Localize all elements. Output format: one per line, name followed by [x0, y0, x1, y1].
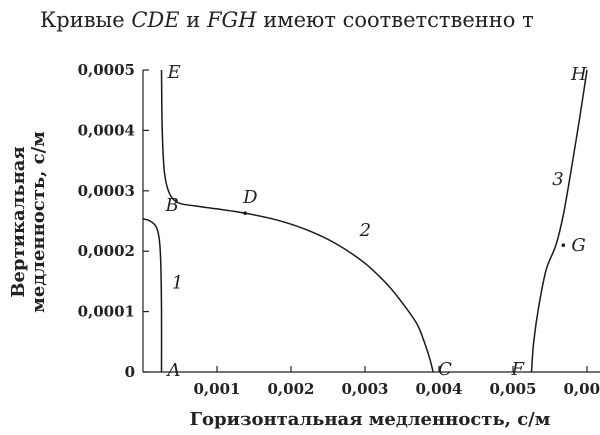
- y-tick-label: 0,0001: [78, 303, 135, 321]
- point-label-g: G: [571, 235, 585, 256]
- point-label-e: E: [167, 62, 181, 83]
- point-g-marker: [561, 243, 566, 247]
- y-axis-title-line1: Вертикальная: [8, 146, 29, 297]
- figure-caption: Кривые CDE и FGH имеют соответственно т: [40, 8, 600, 32]
- caption-middle: и: [179, 8, 207, 32]
- x-tick-label: 0,004: [416, 380, 463, 398]
- point-label-c: C: [438, 359, 452, 380]
- point-d-marker: [243, 211, 247, 215]
- point-label-d: D: [242, 187, 258, 208]
- curve-number-3: 3: [552, 169, 563, 190]
- x-axis-title: Горизонтальная медленность, с/м: [190, 409, 551, 430]
- y-tick-label: 0,0002: [78, 242, 135, 260]
- curves: [142, 69, 588, 373]
- y-tick-label: 0,0005: [78, 61, 135, 79]
- x-tick-label: 0,003: [342, 380, 389, 398]
- x-tick-label: 0,001: [194, 380, 241, 398]
- y-axis-title-line2: медленность, с/м: [28, 131, 49, 313]
- y-tick-label: 0,0004: [78, 121, 135, 139]
- x-tick-label: 0,005: [490, 380, 537, 398]
- curve-number-1: 1: [172, 273, 183, 294]
- x-ticks: 0,001 0,002 0,003 0,004 0,005 0,006: [194, 366, 600, 398]
- curve-numbers: 1 2 3: [172, 169, 564, 294]
- caption-curve-cde: CDE: [131, 8, 180, 32]
- curve-2: [160, 69, 434, 373]
- y-ticks: 0 0,0001 0,0002 0,0003 0,0004 0,0005: [78, 61, 149, 381]
- point-label-b: B: [165, 195, 179, 216]
- axes: [142, 70, 600, 373]
- point-label-a: A: [166, 360, 181, 381]
- curve-number-2: 2: [359, 220, 371, 241]
- x-tick-label: 0,002: [268, 380, 315, 398]
- x-tick-label: 0,006: [564, 380, 600, 398]
- caption-curve-fgh: FGH: [206, 8, 257, 32]
- point-labels: A B E D C F G H: [165, 62, 588, 381]
- curve-1: [142, 217, 163, 373]
- point-label-f: F: [511, 359, 526, 380]
- y-tick-label: 0,0003: [78, 182, 135, 200]
- caption-prefix: Кривые: [40, 8, 132, 32]
- curve-3: [530, 69, 588, 373]
- caption-suffix: имеют соответственно т: [256, 8, 534, 32]
- y-tick-label: 0: [125, 363, 135, 381]
- point-label-h: H: [570, 64, 587, 85]
